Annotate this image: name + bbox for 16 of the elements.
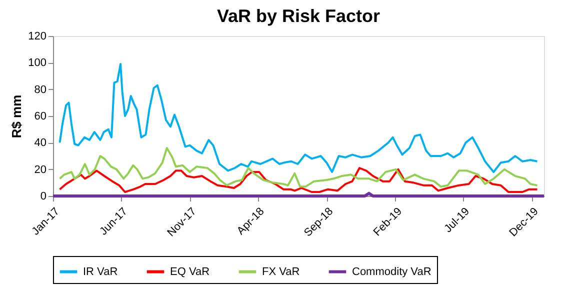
y-tick-label: 0 [40,190,46,202]
y-tick-label: 120 [28,30,46,42]
y-tick-label: 40 [34,137,46,150]
line-series [58,167,538,193]
chart-title: VaR by Risk Factor [216,6,380,26]
y-tick-label: 20 [34,164,46,176]
y-tick-label: 80 [34,84,46,96]
line-series [58,147,538,188]
line-series [58,63,538,173]
legend-label: Commodity VaR [352,266,432,278]
legend-label: FX VaR [262,266,300,278]
y-tick-label: 60 [34,110,46,122]
y-tick-label: 100 [28,57,46,70]
y-axis-title: R$ mm [9,94,24,138]
legend-label: EQ VaR [170,266,210,278]
legend-label: IR VaR [83,266,118,278]
